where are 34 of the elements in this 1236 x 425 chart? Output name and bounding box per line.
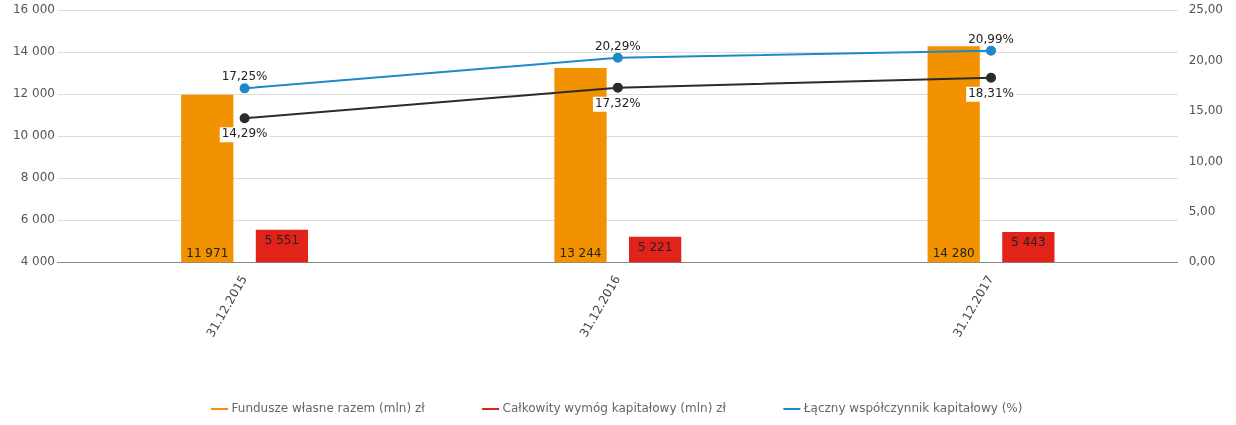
y-tick-label: 8 000 — [20, 170, 55, 185]
data-label: 13 244 — [559, 246, 602, 261]
y2-tick-label: 10,00 — [1188, 153, 1224, 168]
data-label: 14,29% — [221, 126, 268, 141]
y-tick-label: 16 000 — [12, 2, 55, 17]
point — [986, 72, 997, 83]
data-label: 20,29% — [594, 38, 641, 53]
data-label: 18,31% — [968, 85, 1014, 100]
data-label: 5 221 — [637, 239, 673, 254]
legend-label: Łączny współczynnik kapitałowy (%) — [802, 401, 1023, 416]
y-tick-label: 6 000 — [20, 212, 55, 227]
point — [612, 52, 623, 63]
y-tick-label: 4 000 — [20, 254, 55, 269]
legend-label: Całkowity wymóg kapitałowy (mln) zł — [502, 401, 727, 416]
point — [239, 83, 250, 94]
point — [986, 45, 997, 56]
data-label: 11 971 — [186, 246, 229, 261]
y2-tick-label: 20,00 — [1188, 52, 1224, 67]
y2-tick-label: 25,00 — [1188, 2, 1224, 17]
y-tick-label: 12 000 — [12, 86, 55, 101]
data-label: 17,32% — [594, 95, 641, 110]
data-label: 14 280 — [932, 246, 975, 261]
y-tick-label: 10 000 — [12, 128, 55, 143]
data-label: 20,99% — [968, 31, 1014, 46]
y-tick-label: 14 000 — [12, 44, 55, 59]
legend-label: Fundusze własne razem (mln) zł — [231, 401, 426, 416]
point — [612, 82, 623, 93]
point — [239, 113, 250, 124]
y2-tick-label: 5,00 — [1188, 204, 1216, 218]
data-label: 5 551 — [264, 232, 300, 247]
y2-tick-label: 0,00 — [1188, 254, 1216, 269]
y2-tick-label: 15,00 — [1188, 103, 1224, 118]
data-label: 17,25% — [221, 69, 268, 84]
data-label: 5 443 — [1011, 235, 1046, 250]
